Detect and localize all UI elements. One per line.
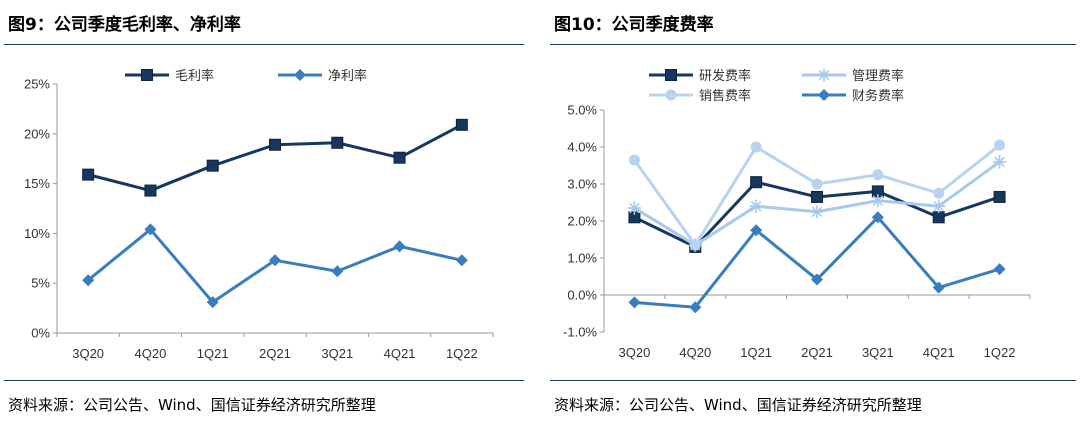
legend-label: 净利率 xyxy=(328,68,367,84)
chart-title: 图10：公司季度费率 xyxy=(554,15,714,35)
data-point xyxy=(750,224,763,237)
data-point xyxy=(455,254,468,267)
chart-panel-right: 图10：公司季度费率 -1.0% 0.0% 1.0% 2.0% 3.0% 4.0% 5.0%… xyxy=(546,0,1080,424)
data-point xyxy=(455,118,468,131)
x-tick-label: 4Q20 xyxy=(135,346,167,361)
data-point xyxy=(992,155,1007,169)
x-tick-label: 1Q22 xyxy=(446,346,478,361)
y-tick-label: 2.0% xyxy=(567,214,597,229)
data-point xyxy=(269,254,281,267)
data-point xyxy=(933,187,945,199)
data-point xyxy=(871,193,885,208)
legend-marker xyxy=(294,69,306,81)
legend-marker xyxy=(141,69,153,81)
series-line xyxy=(633,160,1001,247)
data-point xyxy=(627,201,642,215)
source-note: 资料来源：公司公告、Wind、国信证券经济研究所整理 xyxy=(554,396,922,414)
source-divider xyxy=(550,380,1076,381)
title-divider xyxy=(550,44,1076,45)
data-point xyxy=(749,199,763,213)
data-point xyxy=(269,138,281,151)
data-point xyxy=(206,296,219,309)
chart-title: 图9：公司季度毛利率、净利率 xyxy=(8,15,241,35)
x-tick-label: 1Q21 xyxy=(197,346,229,361)
data-point xyxy=(628,296,641,309)
y-tick-label: 4.0% xyxy=(567,140,597,155)
y-tick-label: 25% xyxy=(24,77,50,92)
data-point xyxy=(689,239,701,251)
data-point xyxy=(932,211,945,224)
y-tick-label: -1.0% xyxy=(563,325,597,340)
data-point xyxy=(872,169,884,181)
data-point xyxy=(994,139,1006,151)
data-point xyxy=(750,141,762,153)
title-divider xyxy=(4,44,524,45)
x-tick-label: 4Q21 xyxy=(384,346,416,361)
series-line xyxy=(634,215,1001,309)
data-point xyxy=(689,301,702,314)
data-point xyxy=(931,199,946,213)
legend-label: 财务费率 xyxy=(852,88,904,104)
legend-marker xyxy=(818,89,830,101)
data-point xyxy=(871,211,884,224)
data-point xyxy=(331,136,344,149)
y-tick-label: 20% xyxy=(24,126,50,141)
y-tick-label: 15% xyxy=(24,176,50,191)
data-point xyxy=(811,190,823,203)
x-tick-label: 4Q20 xyxy=(679,345,711,360)
data-point xyxy=(144,223,157,236)
data-point xyxy=(393,151,406,164)
data-point xyxy=(331,265,344,278)
y-tick-label: 0.0% xyxy=(567,288,597,303)
data-point xyxy=(82,274,95,287)
data-point xyxy=(82,168,95,181)
data-point xyxy=(993,263,1006,276)
x-tick-label: 1Q22 xyxy=(984,345,1016,360)
series-line xyxy=(87,123,463,193)
legend-marker xyxy=(665,89,677,101)
data-point xyxy=(811,273,823,286)
y-tick-label: 0% xyxy=(31,326,50,341)
legend-label: 管理费率 xyxy=(852,68,904,84)
y-tick-label: 5% xyxy=(31,276,50,291)
y-tick-label: 3.0% xyxy=(567,177,597,192)
x-tick-label: 2Q21 xyxy=(801,345,833,360)
x-tick-label: 4Q21 xyxy=(923,345,955,360)
legend-label: 研发费率 xyxy=(699,68,751,84)
source-divider xyxy=(4,380,524,381)
data-point xyxy=(811,178,823,190)
data-point xyxy=(393,240,406,253)
data-point xyxy=(206,159,219,172)
data-point xyxy=(144,184,157,197)
x-tick-label: 3Q21 xyxy=(321,346,353,361)
legend-label: 销售费率 xyxy=(699,88,751,104)
legend-label: 毛利率 xyxy=(175,68,214,84)
data-point xyxy=(750,176,763,189)
source-note: 资料来源：公司公告、Wind、国信证券经济研究所整理 xyxy=(8,396,376,414)
x-tick-label: 3Q20 xyxy=(619,345,651,360)
data-point xyxy=(932,281,945,294)
y-tick-label: 10% xyxy=(24,226,50,241)
margin-chart: 0% 5% 10% 15% 20% 25% 3Q20 4Q20 1Q21 2Q21 3Q21 4Q21… xyxy=(24,68,494,361)
x-tick-label: 2Q21 xyxy=(259,346,291,361)
x-tick-label: 3Q20 xyxy=(72,346,104,361)
data-point xyxy=(628,154,640,166)
expense-rate-chart: -1.0% 0.0% 1.0% 2.0% 3.0% 4.0% 5.0% 3Q20 4Q20 1Q2… xyxy=(563,68,1031,360)
x-tick-label: 1Q21 xyxy=(740,345,772,360)
x-tick-label: 3Q21 xyxy=(862,345,894,360)
y-tick-label: 1.0% xyxy=(567,251,597,266)
legend-marker xyxy=(665,69,677,81)
data-point xyxy=(993,190,1006,203)
legend-marker xyxy=(817,68,831,82)
y-tick-label: 5.0% xyxy=(567,103,597,118)
data-point xyxy=(810,204,824,219)
chart-panel-left: 图9：公司季度毛利率、净利率 0% 5% 10% 15% 20% 25% 3Q20 4Q20 1… xyxy=(0,0,528,424)
